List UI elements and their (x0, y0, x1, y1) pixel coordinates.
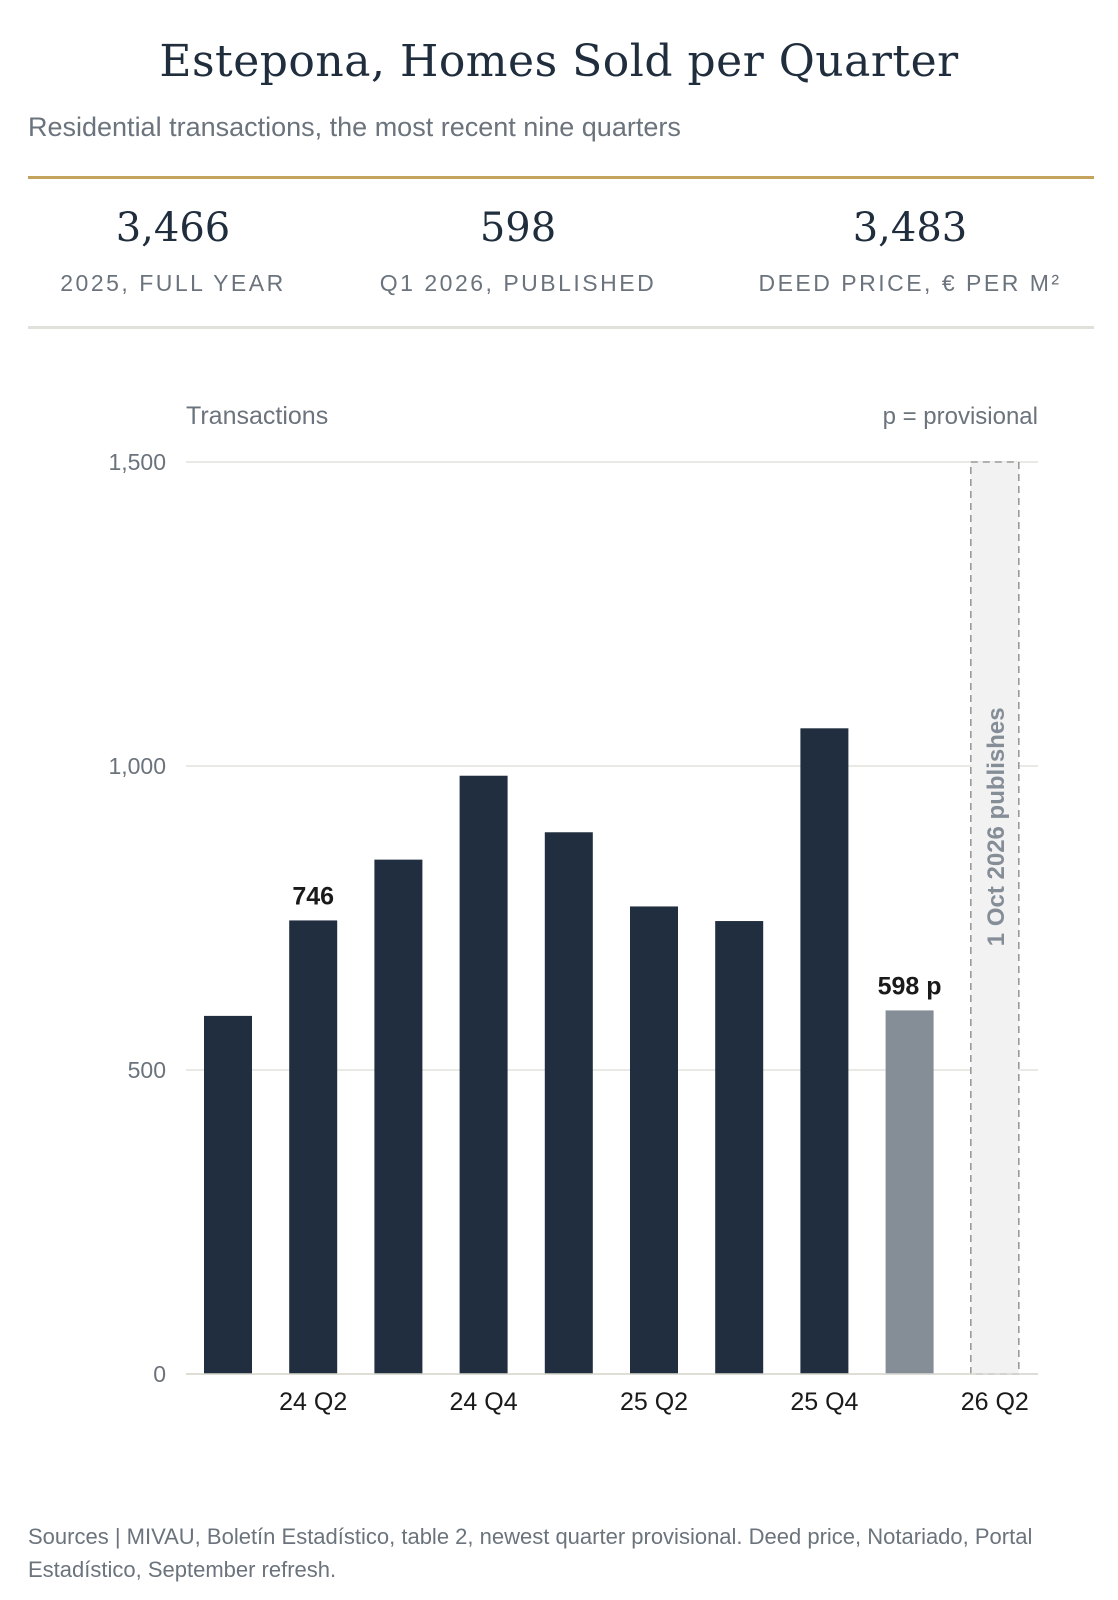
x-tick-label: 26 Q2 (961, 1388, 1029, 1416)
bar-25-q4 (800, 728, 849, 1374)
stat-deed-price: 3,483 DEED PRICE, € PER M² (740, 200, 1080, 297)
bar-24-q4 (459, 775, 508, 1374)
stat-value: 598 (479, 205, 557, 251)
stat-value: 3,483 (852, 205, 968, 251)
pending-bar (969, 461, 1020, 1375)
data-label: 598 p (878, 972, 942, 1000)
stats-divider (28, 326, 1094, 329)
page-title: Estepona, Homes Sold per Quarter (159, 36, 959, 87)
x-tick-label: 24 Q4 (450, 1388, 518, 1416)
bar-24-q2 (289, 920, 338, 1374)
y-axis-title: Transactions (186, 402, 328, 430)
stat-value: 3,466 (115, 205, 231, 251)
pending-note: 1 Oct 2026 publishes (983, 707, 1010, 946)
stat-q1-2026: 598 Q1 2026, PUBLISHED (368, 200, 668, 297)
header-divider (28, 176, 1094, 179)
y-tick-label: 1,000 (108, 753, 166, 779)
bar-25-q3 (715, 921, 764, 1374)
data-label: 746 (292, 882, 334, 910)
bar-26-q1 (885, 1010, 934, 1374)
y-tick-label: 1,500 (108, 449, 166, 475)
x-tick-label: 24 Q2 (279, 1388, 347, 1416)
stat-label: Q1 2026, PUBLISHED (379, 270, 657, 296)
bar-chart: Transactions p = provisional 0 500 1,000 1,50… (108, 402, 1038, 1416)
bar-25-q2 (630, 906, 678, 1374)
stat-label: DEED PRICE, € PER M² (758, 270, 1062, 296)
x-tick-label: 25 Q4 (790, 1388, 858, 1416)
bar-24-q1 (204, 1015, 252, 1374)
bar-24-q3 (374, 859, 423, 1374)
x-tick-label: 25 Q2 (620, 1388, 688, 1416)
bar-25-q1 (544, 832, 593, 1374)
sources-note: Sources | MIVAU, Boletín Estadístico, ta… (28, 1524, 1033, 1582)
y-tick-label: 0 (153, 1361, 166, 1387)
stat-full-year: 3,466 2025, FULL YEAR (28, 200, 318, 297)
stat-label: 2025, FULL YEAR (60, 270, 286, 296)
y-tick-label: 500 (128, 1057, 166, 1083)
legend-note: p = provisional (883, 403, 1038, 430)
page-subtitle: Residential transactions, the most recen… (28, 112, 681, 142)
